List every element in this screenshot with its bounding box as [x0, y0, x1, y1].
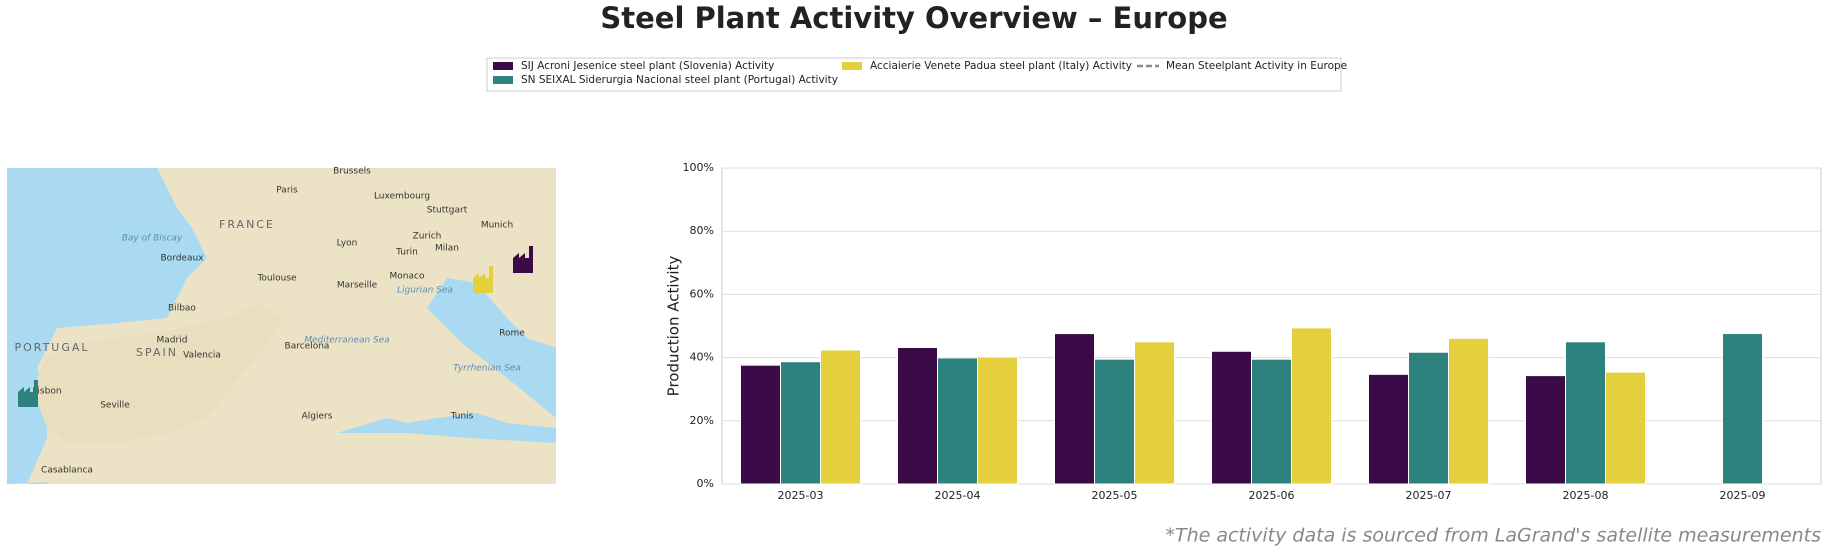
map-label: Milan — [435, 244, 459, 254]
map-label: Barcelona — [285, 342, 330, 352]
map-label: Casablanca — [41, 466, 93, 476]
bar — [1291, 327, 1332, 485]
bar — [780, 361, 821, 485]
bar — [1054, 333, 1095, 485]
bar — [1525, 375, 1566, 485]
bar — [1605, 371, 1646, 485]
bar — [937, 357, 978, 485]
map-label: Marseille — [337, 281, 378, 291]
y-tick-label: 0% — [697, 477, 714, 490]
legend-box — [486, 57, 1342, 92]
map-label: Munich — [481, 221, 513, 231]
bar — [977, 356, 1018, 485]
legend-swatch — [493, 76, 513, 84]
map-label: Valencia — [183, 351, 221, 361]
map-label: Lyon — [337, 239, 358, 249]
bar — [897, 346, 938, 485]
map-label: Monaco — [390, 272, 425, 282]
map-label: Bordeaux — [160, 254, 204, 264]
map-label: Seville — [100, 401, 130, 411]
legend-label: Mean Steelplant Activity in Europe — [1166, 60, 1347, 72]
map-label: FRANCE — [219, 218, 275, 231]
map-label: Tyrrhenian Sea — [453, 364, 521, 374]
bar — [1408, 351, 1449, 485]
map-label: Mediterranean Sea — [304, 336, 390, 346]
map-label: Stuttgart — [427, 206, 468, 216]
map-label: Rome — [499, 329, 525, 339]
bar — [820, 349, 861, 485]
bar — [1565, 341, 1606, 485]
footnote: *The activity data is sourced from LaGra… — [1165, 525, 1821, 547]
map-label: Bilbao — [168, 304, 196, 314]
bar — [1094, 358, 1135, 485]
map: FRANCE SPAIN PORTUGAL Paris Lyon Bordeaux Toul… — [7, 167, 556, 484]
y-tick-label: 40% — [690, 351, 714, 364]
map-label: Madrid — [157, 336, 188, 346]
bar — [1448, 337, 1489, 485]
plant-marker — [513, 246, 533, 273]
y-tick-label: 100% — [683, 161, 714, 174]
map-label: Lisbon — [32, 387, 61, 397]
chart-title: Steel Plant Activity Overview – Europe — [600, 1, 1227, 35]
x-tick-label: 2025-03 — [778, 489, 824, 502]
legend-swatch — [493, 62, 513, 70]
map-label: Zurich — [413, 232, 442, 242]
legend-swatch — [842, 62, 862, 70]
bar — [1368, 373, 1409, 485]
y-tick-label: 80% — [690, 224, 714, 237]
x-tick-label: 2025-08 — [1563, 489, 1609, 502]
map-label: Brussels — [333, 167, 371, 177]
map-label: Algiers — [302, 412, 333, 422]
islands — [412, 363, 457, 413]
legend-label: SIJ Acroni Jesenice steel plant (Sloveni… — [521, 60, 774, 72]
land-africa — [47, 433, 556, 484]
y-axis-label: Production Activity — [665, 256, 683, 397]
map-label: SPAIN — [136, 346, 178, 359]
map-label: Toulouse — [256, 274, 297, 284]
y-tick-label: 60% — [690, 287, 714, 300]
map-label: Paris — [276, 186, 298, 196]
bar — [1134, 341, 1175, 485]
map-label: Tunis — [450, 412, 474, 422]
map-label: Turin — [395, 248, 418, 258]
bar — [1251, 358, 1292, 485]
x-tick-label: 2025-09 — [1720, 489, 1766, 502]
bar — [1211, 350, 1252, 485]
plant-marker — [18, 380, 38, 407]
map-label: PORTUGAL — [14, 341, 89, 354]
bar — [740, 364, 781, 485]
legend-label: Acciaierie Venete Padua steel plant (Ita… — [870, 60, 1132, 72]
map-label: Bay of Biscay — [122, 234, 183, 244]
x-tick-label: 2025-04 — [935, 489, 981, 502]
x-tick-label: 2025-07 — [1406, 489, 1452, 502]
y-tick-label: 20% — [690, 414, 714, 427]
map-label: Luxembourg — [374, 192, 430, 202]
plant-marker — [473, 266, 493, 293]
land-iberia — [32, 303, 282, 443]
bar — [1722, 333, 1763, 485]
legend-label: SN SEIXAL Siderurgia Nacional steel plan… — [521, 74, 838, 86]
x-tick-label: 2025-06 — [1249, 489, 1295, 502]
x-tick-label: 2025-05 — [1092, 489, 1138, 502]
map-label: Ligurian Sea — [397, 286, 453, 296]
